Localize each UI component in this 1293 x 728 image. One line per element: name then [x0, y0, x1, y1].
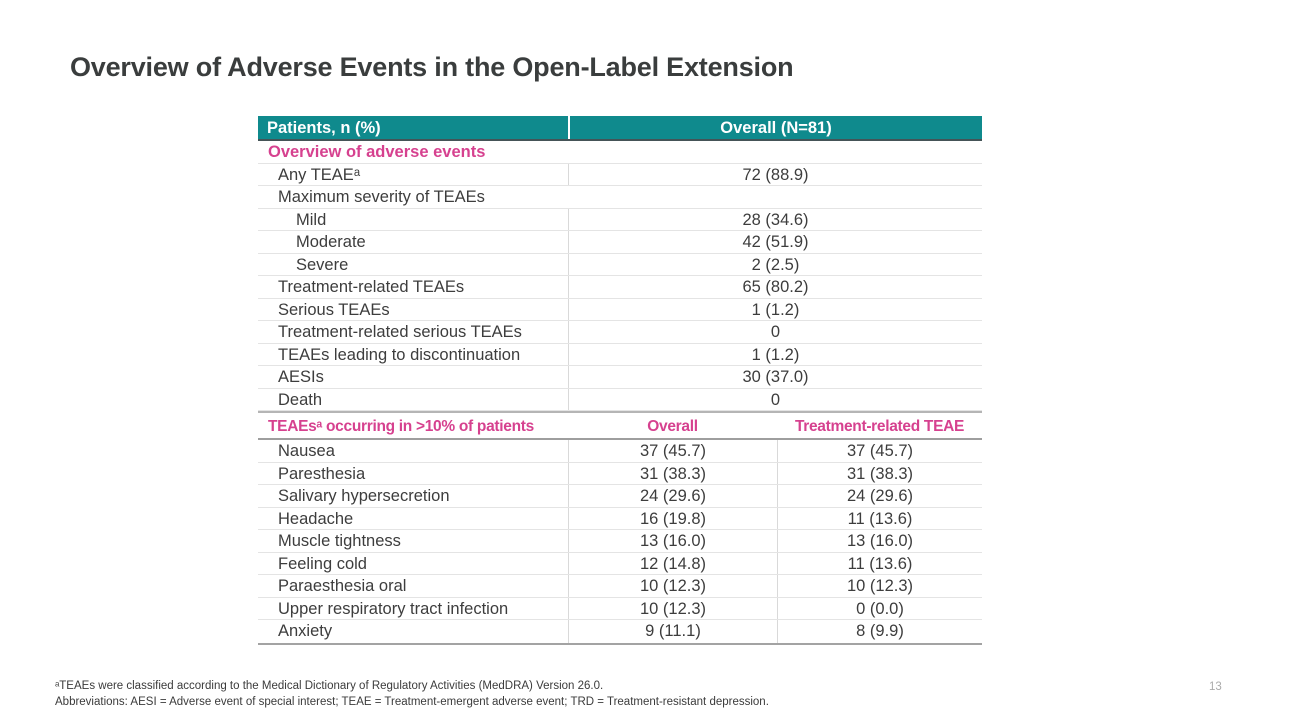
row-value-overall: 10 (12.3) [568, 575, 777, 597]
table-row: Treatment-related serious TEAEs 0 [258, 321, 982, 344]
row-value-overall: 13 (16.0) [568, 530, 777, 552]
row-value-overall: 16 (19.8) [568, 507, 777, 529]
row-value: 2 (2.5) [568, 253, 982, 275]
table-row: Anxiety 9 (11.1) 8 (9.9) [258, 620, 982, 643]
row-label: Nausea [278, 442, 335, 460]
table-row: Death 0 [258, 388, 982, 411]
row-label: Paresthesia [278, 464, 366, 483]
row-label: Muscle tightness [278, 532, 401, 550]
row-label: AESIs [278, 368, 324, 386]
table-row: Serious TEAEs 1 (1.2) [258, 298, 982, 321]
footnote-line-2: Abbreviations: AESI = Adverse event of s… [55, 695, 769, 708]
row-label: Mild [296, 210, 327, 229]
row-value: 1 (1.2) [568, 298, 982, 320]
table-row: Any TEAEᵃ 72 (88.9) [258, 163, 982, 186]
table-row: Salivary hypersecretion 24 (29.6) 24 (29… [258, 485, 982, 508]
row-value-treatment: 31 (38.3) [777, 462, 982, 484]
row-value: 0 [568, 321, 982, 343]
table-row: Feeling cold 12 (14.8) 11 (13.6) [258, 552, 982, 575]
row-value-overall: 10 (12.3) [568, 597, 777, 619]
section2-col-overall: Overall [647, 418, 698, 435]
table-row: Headache 16 (19.8) 11 (13.6) [258, 507, 982, 530]
row-value-overall: 9 (11.1) [568, 620, 777, 643]
section2-col-treatment: Treatment-related TEAE [794, 418, 965, 435]
row-label: Salivary hypersecretion [278, 487, 450, 505]
row-value: 42 (51.9) [568, 231, 982, 253]
row-label: Death [278, 390, 323, 409]
page-number: 13 [1209, 681, 1222, 693]
slide-title: Overview of Adverse Events in the Open-L… [70, 52, 794, 82]
row-label: Any TEAEᵃ [278, 165, 360, 184]
footnote-line-1: ᵃTEAEs were classified according to the … [55, 680, 604, 692]
section2-title: TEAEsᵃ occurring in >10% of patients [268, 418, 534, 435]
row-label: Headache [278, 509, 354, 528]
header-overall-n81: Overall (N=81) [568, 116, 982, 139]
row-label: Feeling cold [278, 554, 367, 573]
row-label: Treatment-related serious TEAEs [278, 323, 522, 341]
table-row: Upper respiratory tract infection 10 (12… [258, 597, 982, 620]
row-value-overall: 24 (29.6) [568, 485, 777, 507]
row-value: 1 (1.2) [568, 343, 982, 365]
row-value-overall: 37 (45.7) [568, 440, 777, 462]
row-value-overall: 12 (14.8) [568, 552, 777, 574]
table-row: TEAEs leading to discontinuation 1 (1.2) [258, 343, 982, 366]
row-value-treatment: 0 (0.0) [777, 597, 982, 619]
table-header-row: Patients, n (%) Overall (N=81) [258, 116, 982, 141]
row-value-treatment: 11 (13.6) [777, 552, 982, 574]
row-value: 30 (37.0) [568, 366, 982, 388]
row-label: Serious TEAEs [278, 300, 390, 319]
row-label: Treatment-related TEAEs [278, 278, 465, 296]
row-value-treatment: 37 (45.7) [777, 440, 982, 462]
row-value-treatment: 11 (13.6) [777, 507, 982, 529]
table-row: Moderate 42 (51.9) [258, 231, 982, 254]
header-patients: Patients, n (%) [267, 119, 381, 137]
row-value-treatment: 13 (16.0) [777, 530, 982, 552]
row-label: Moderate [296, 233, 366, 251]
table-row: AESIs 30 (37.0) [258, 366, 982, 389]
row-label: Anxiety [278, 622, 333, 640]
table-row: Muscle tightness 13 (16.0) 13 (16.0) [258, 530, 982, 553]
section2-header-row: TEAEsᵃ occurring in >10% of patients Ove… [258, 411, 982, 440]
row-label: Upper respiratory tract infection [278, 599, 509, 618]
row-value [568, 186, 982, 208]
row-label: TEAEs leading to discontinuation [278, 345, 521, 364]
table-row: Paresthesia 31 (38.3) 31 (38.3) [258, 462, 982, 485]
row-value: 28 (34.6) [568, 208, 982, 230]
row-label: Maximum severity of TEAEs [278, 188, 485, 206]
section1-title: Overview of adverse events [268, 143, 486, 161]
row-value: 65 (80.2) [568, 276, 982, 298]
table-row: Treatment-related TEAEs 65 (80.2) [258, 276, 982, 299]
row-label: Severe [296, 255, 349, 274]
table-row: Paraesthesia oral 10 (12.3) 10 (12.3) [258, 575, 982, 598]
adverse-events-table: Patients, n (%) Overall (N=81) Overview … [258, 116, 982, 645]
table-row: Mild 28 (34.6) [258, 208, 982, 231]
row-value-treatment: 24 (29.6) [777, 485, 982, 507]
table-row: Severe 2 (2.5) [258, 253, 982, 276]
row-label: Paraesthesia oral [278, 577, 407, 595]
table-row: Maximum severity of TEAEs [258, 186, 982, 209]
section1-header-row: Overview of adverse events [258, 141, 982, 164]
row-value: 72 (88.9) [568, 163, 982, 185]
row-value: 0 [568, 388, 982, 410]
row-value-treatment: 8 (9.9) [777, 620, 982, 643]
row-value-overall: 31 (38.3) [568, 462, 777, 484]
table-row: Nausea 37 (45.7) 37 (45.7) [258, 440, 982, 463]
footnotes: ᵃTEAEs were classified according to the … [55, 679, 769, 710]
row-value-treatment: 10 (12.3) [777, 575, 982, 597]
